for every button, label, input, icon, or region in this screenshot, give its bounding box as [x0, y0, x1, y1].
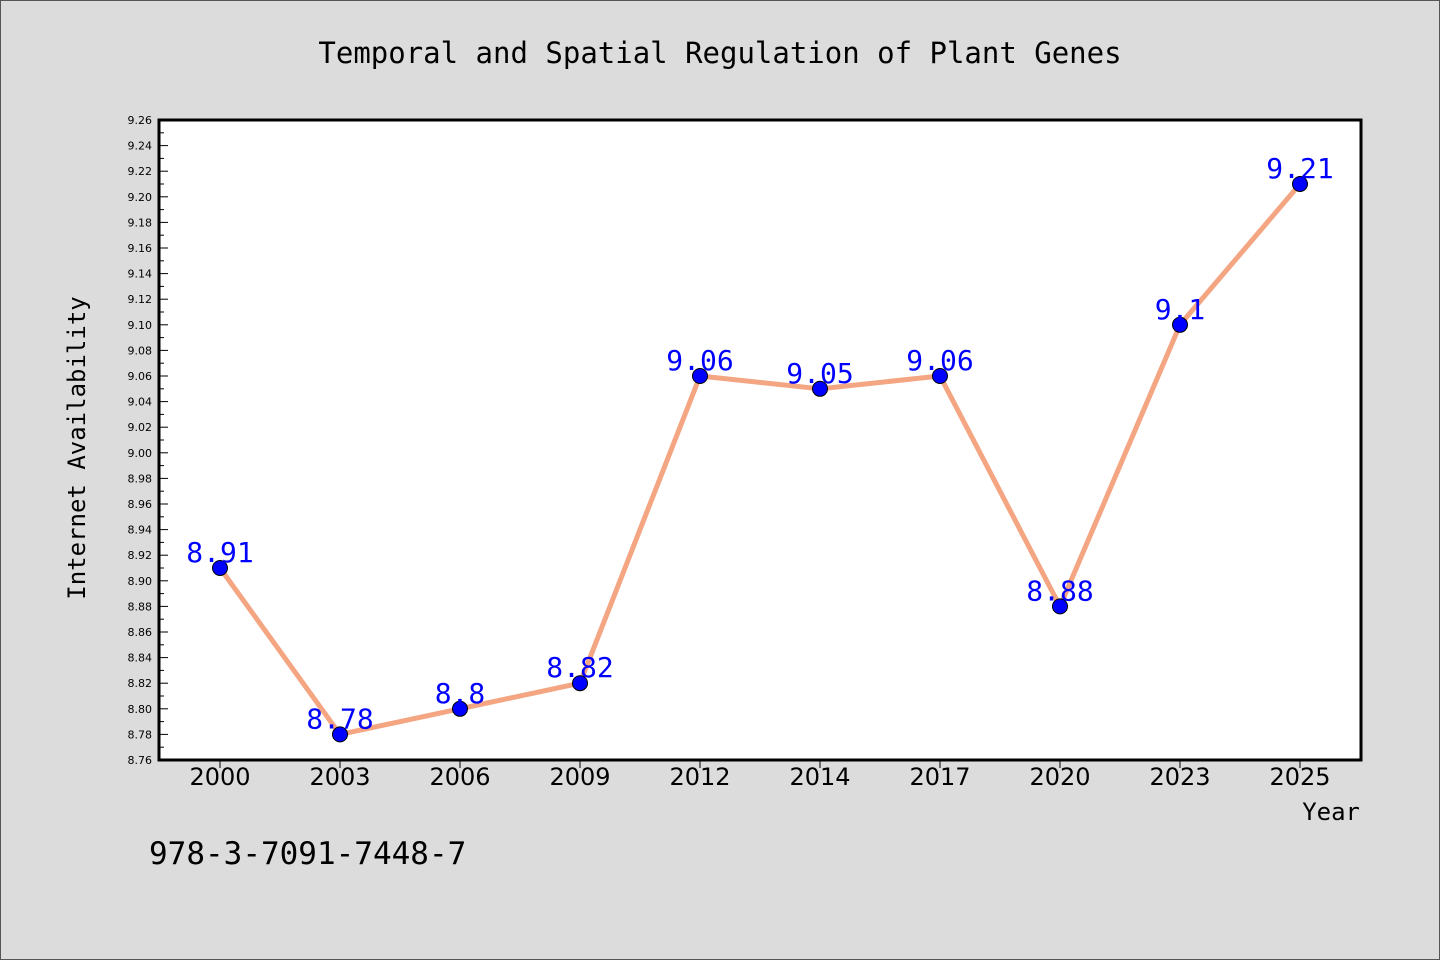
x-tick-label: 2009	[549, 763, 610, 791]
y-axis-ticks: 8.76 8.78 8.80 8.82 8.84 8.86 8.88 8.90 8.92 8.94…	[128, 114, 168, 767]
y-tick-label: 8.80	[128, 703, 153, 716]
y-tick-label: 8.92	[128, 549, 153, 562]
series-line	[217, 182, 1302, 737]
data-point	[1052, 598, 1068, 615]
data-label: 9.06	[666, 344, 733, 377]
y-tick-label: 9.18	[128, 216, 153, 229]
data-point	[692, 368, 708, 384]
y-tick-label: 8.96	[128, 498, 153, 511]
data-point	[812, 380, 828, 397]
y-tick-label: 9.20	[128, 191, 153, 204]
y-tick-label: 8.98	[128, 472, 153, 485]
x-tick-label: 2006	[429, 763, 490, 791]
y-tick-label: 8.94	[128, 524, 153, 537]
y-tick-label: 9.00	[128, 447, 153, 460]
isbn-text: 978-3-7091-7448-7	[149, 836, 466, 872]
data-label: 8.82	[546, 651, 613, 684]
data-label: 8.78	[306, 702, 373, 735]
data-point	[452, 700, 468, 717]
x-axis-ticks: 2000 2003 2006 2009 2012 2014 2017 2020 2023 2025	[189, 760, 1331, 791]
y-tick-label: 9.08	[128, 344, 153, 357]
y-tick-label: 8.78	[128, 728, 153, 741]
y-tick-label: 8.86	[128, 626, 153, 639]
y-tick-label: 9.24	[128, 140, 153, 153]
plot-area	[157, 118, 1363, 762]
data-point	[212, 560, 228, 576]
y-tick-label: 8.90	[128, 575, 153, 588]
data-point	[572, 675, 588, 692]
x-tick-label: 2000	[189, 763, 250, 791]
y-axis-title: Internet Availability	[63, 296, 91, 599]
x-tick-label: 2017	[909, 763, 970, 791]
x-tick-label: 2025	[1269, 763, 1330, 791]
y-tick-label: 8.88	[128, 600, 153, 613]
y-tick-label: 9.26	[128, 114, 153, 127]
series-layer: 8.91 8.78 8.8 8.82 9.06 9.05 9.06 8.88 9.1 9.21	[186, 152, 1334, 743]
x-tick-label: 2003	[309, 763, 370, 791]
x-tick-label: 2020	[1029, 763, 1090, 791]
y-tick-label: 8.84	[128, 652, 153, 665]
data-label: 8.8	[435, 677, 486, 710]
y-tick-label: 8.82	[128, 677, 153, 690]
y-tick-label: 9.14	[128, 268, 153, 281]
y-tick-label: 9.22	[128, 165, 153, 178]
data-label: 8.88	[1026, 574, 1093, 607]
y-tick-label: 9.06	[128, 370, 153, 383]
y-tick-label: 9.04	[128, 396, 153, 409]
x-tick-label: 2012	[669, 763, 730, 791]
x-axis-title: Year	[1302, 798, 1360, 826]
data-label: 9.06	[906, 344, 973, 377]
y-tick-label: 9.12	[128, 293, 153, 306]
data-label: 9.05	[786, 357, 853, 390]
y-tick-label: 9.02	[128, 421, 153, 434]
y-tick-label: 9.16	[128, 242, 153, 255]
chart-title: Temporal and Spatial Regulation of Plant…	[318, 36, 1121, 70]
data-point	[332, 726, 348, 743]
y-tick-label: 8.76	[128, 754, 153, 767]
x-tick-label: 2014	[789, 763, 850, 791]
data-point	[932, 368, 948, 384]
data-point	[1172, 316, 1188, 333]
data-label: 9.21	[1266, 152, 1333, 185]
x-tick-label: 2023	[1149, 763, 1210, 791]
data-label: 9.1	[1155, 293, 1206, 326]
y-tick-label: 9.10	[128, 319, 153, 332]
data-label: 8.91	[186, 536, 253, 569]
data-point	[1292, 176, 1308, 192]
